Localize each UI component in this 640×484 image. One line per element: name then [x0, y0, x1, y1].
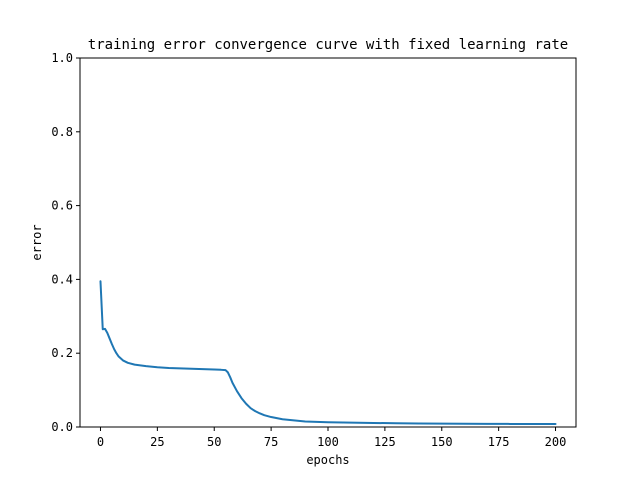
y-tick-label: 0.0 [51, 420, 73, 434]
chart-title: training error convergence curve with fi… [88, 37, 568, 53]
x-axis-ticks: 0 25 50 75 100 125 150 175 200 [97, 427, 567, 449]
plot-frame [79, 57, 577, 428]
x-tick-label: 75 [264, 435, 278, 449]
x-tick-label: 0 [97, 435, 104, 449]
x-tick-label: 25 [150, 435, 164, 449]
x-tick-label: 175 [488, 435, 510, 449]
x-tick-label: 200 [545, 435, 567, 449]
y-axis-label: error [30, 224, 44, 260]
y-tick-label: 0.2 [51, 346, 73, 360]
y-tick-label: 0.4 [51, 272, 73, 286]
y-axis-ticks: 0.0 0.2 0.4 0.6 0.8 1.0 [51, 51, 80, 434]
plot-area [80, 58, 576, 427]
x-axis-label: epochs [306, 453, 349, 467]
y-tick-label: 1.0 [51, 51, 73, 65]
x-tick-label: 150 [431, 435, 453, 449]
series-layer [99, 280, 557, 426]
y-tick-label: 0.6 [51, 199, 73, 213]
y-tick-label: 0.8 [51, 125, 73, 139]
series-line [99, 280, 557, 426]
x-tick-label: 50 [207, 435, 221, 449]
x-tick-label: 125 [374, 435, 396, 449]
x-tick-label: 100 [317, 435, 339, 449]
